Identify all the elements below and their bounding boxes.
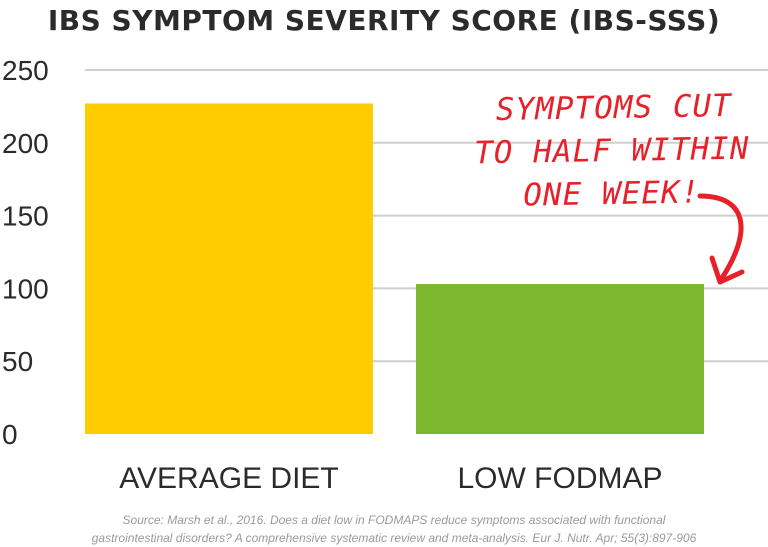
chart-title: IBS SYMPTOM SEVERITY SCORE (IBS-SSS) xyxy=(48,4,720,37)
source-line-1: Source: Marsh et al., 2016. Does a diet … xyxy=(123,513,666,527)
annotation-line-1: SYMPTOMS CUT xyxy=(496,88,734,128)
annotation-line-3: ONE WEEK! xyxy=(523,174,701,213)
category-label: AVERAGE DIET xyxy=(119,462,339,495)
bars xyxy=(85,103,704,434)
bar-low-fodmap xyxy=(416,284,704,434)
category-label: LOW FODMAP xyxy=(457,462,662,495)
y-tick-label: 200 xyxy=(2,128,49,159)
x-axis-categories: AVERAGE DIET LOW FODMAP xyxy=(119,462,662,495)
bar-average-diet xyxy=(85,103,373,434)
y-axis-ticks: 0 50 100 150 200 250 xyxy=(2,55,49,450)
y-tick-label: 250 xyxy=(2,55,49,86)
y-tick-label: 100 xyxy=(2,273,49,304)
annotation-arrowhead xyxy=(709,255,745,285)
y-tick-label: 50 xyxy=(2,346,33,377)
annotation: SYMPTOMS CUT TO HALF WITHIN ONE WEEK! xyxy=(474,88,750,285)
y-tick-label: 150 xyxy=(2,201,49,232)
source-line-2: gastrointestinal disorders? A comprehens… xyxy=(92,531,697,545)
annotation-line-2: TO HALF WITHIN xyxy=(474,131,750,172)
y-tick-label: 0 xyxy=(2,419,18,450)
annotation-arrow xyxy=(697,193,744,281)
